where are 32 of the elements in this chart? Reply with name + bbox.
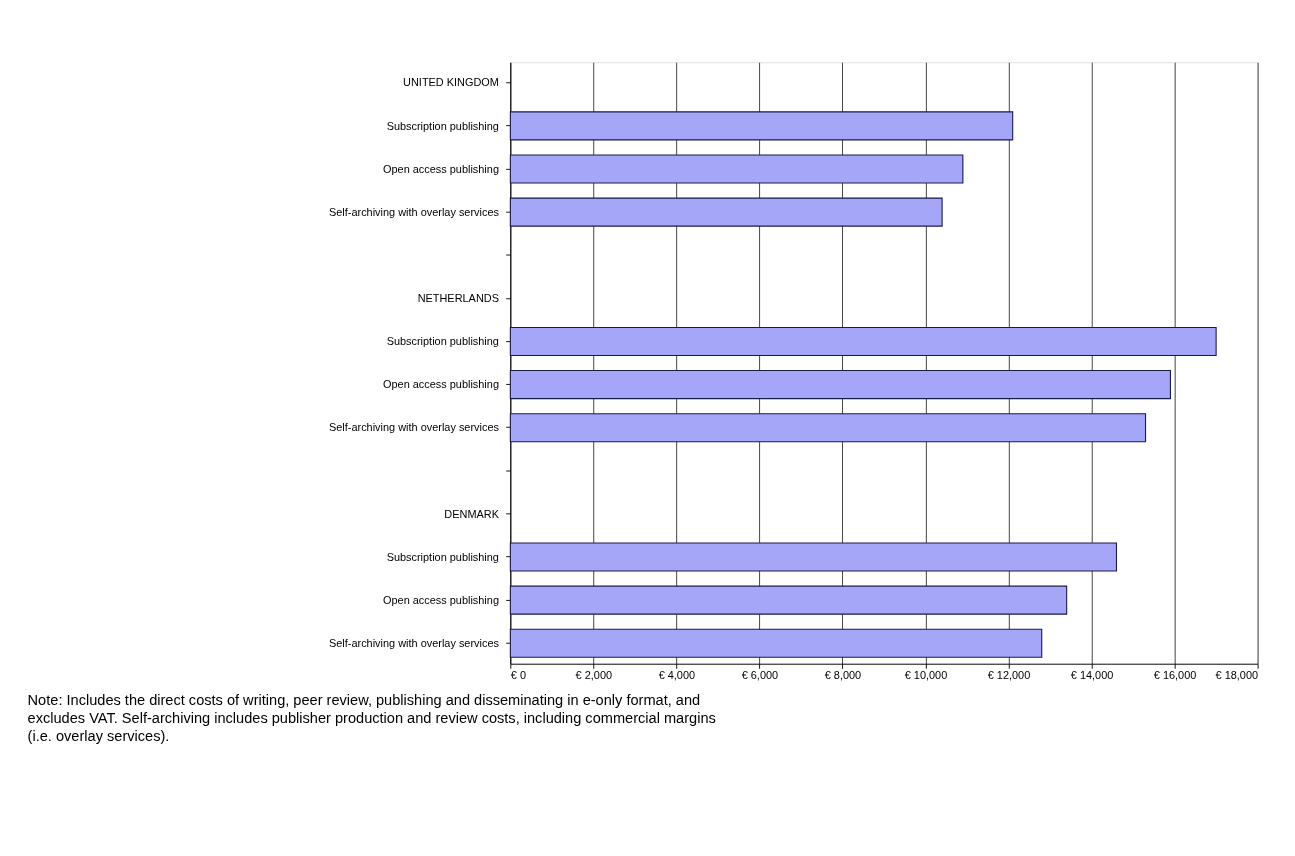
bar bbox=[509, 370, 1171, 400]
x-tick-label: € 6,000 bbox=[741, 668, 779, 681]
y-tick-label: Self-archiving with overlay services bbox=[328, 636, 500, 649]
y-tick-label: Subscription publishing bbox=[386, 550, 499, 563]
x-tick-label: € 18,000 bbox=[1215, 668, 1259, 681]
y-tick-label: Subscription publishing bbox=[386, 119, 499, 132]
bar bbox=[509, 326, 1217, 357]
y-tick-label: UNITED KINGDOM bbox=[403, 76, 499, 89]
x-tick-label: € 4,000 bbox=[658, 668, 696, 681]
bar bbox=[509, 111, 1014, 141]
bar bbox=[509, 197, 943, 227]
y-tick-label: Self-archiving with overlay services bbox=[328, 421, 500, 434]
y-tick-label: Open access publishing bbox=[382, 378, 499, 391]
y-tick-label: NETHERLANDS bbox=[417, 291, 499, 304]
y-tick-label: Open access publishing bbox=[382, 593, 499, 606]
y-tick-label: Self-archiving with overlay services bbox=[328, 205, 500, 218]
text: Note: Includes the direct costs of writing, peer review, publishing and disseminating in e-only format, and excludes VAT. Self-archiving includes publisher production and review costs, including commercial margins (i.e. overlay services). bbox=[27, 691, 716, 745]
x-tick-label: € 10,000 bbox=[904, 668, 948, 681]
y-tick-label: Subscription publishing bbox=[386, 335, 499, 348]
x-tick-label: € 0 bbox=[510, 668, 526, 681]
x-tick-label: € 2,000 bbox=[575, 668, 613, 681]
bar bbox=[509, 154, 964, 184]
bar bbox=[509, 628, 1043, 658]
x-tick-label: € 14,000 bbox=[1070, 668, 1114, 681]
y-tick-label: DENMARK bbox=[444, 507, 500, 520]
x-tick-label: € 8,000 bbox=[824, 668, 862, 681]
bar bbox=[509, 413, 1147, 443]
bar bbox=[509, 585, 1068, 615]
x-tick-label: € 16,000 bbox=[1153, 668, 1197, 681]
x-tick-label: € 12,000 bbox=[987, 668, 1031, 681]
y-tick-label: Open access publishing bbox=[382, 162, 499, 175]
bar bbox=[509, 542, 1118, 572]
